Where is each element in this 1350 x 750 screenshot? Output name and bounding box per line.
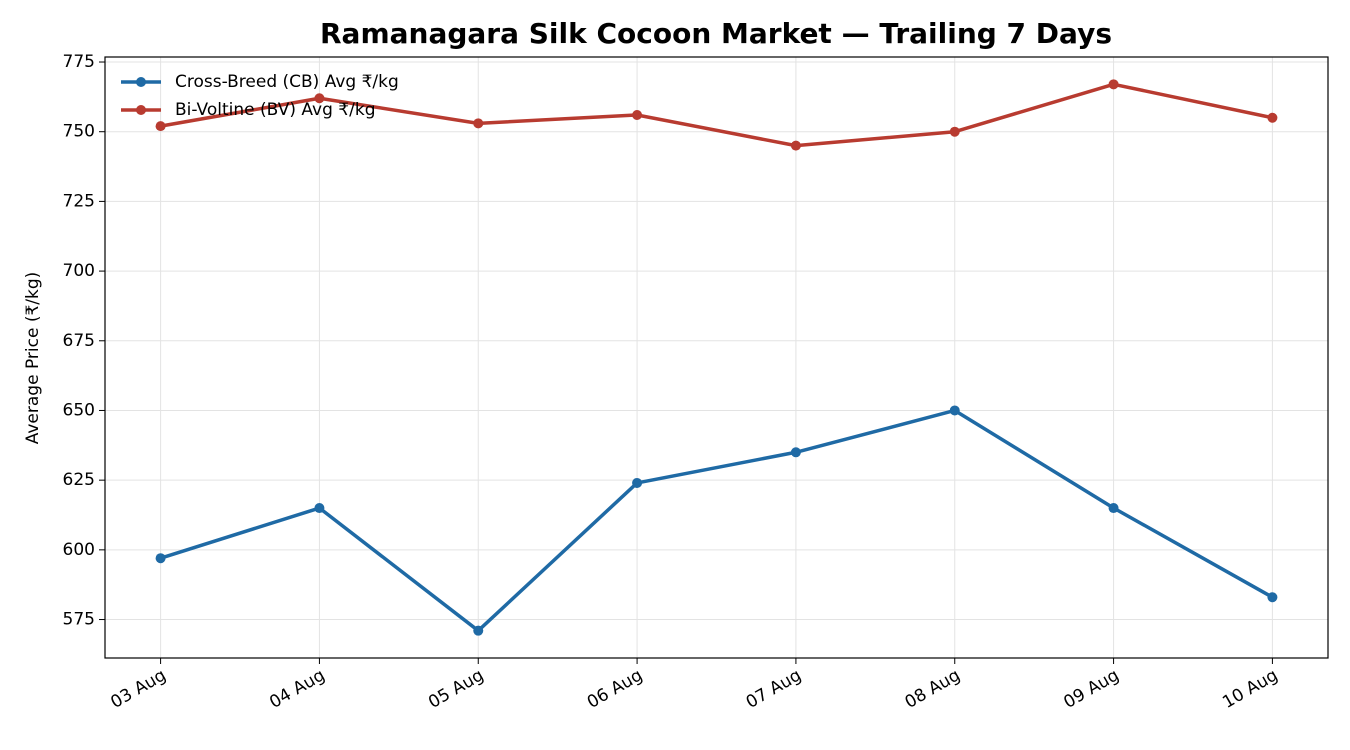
x-tick-label: 05 Aug xyxy=(425,665,487,712)
point xyxy=(949,126,960,137)
y-tick-label: 750 xyxy=(63,122,95,142)
plot-frame xyxy=(104,56,1329,659)
point xyxy=(473,625,484,636)
x-tick-label: 09 Aug xyxy=(1060,665,1122,712)
x-tick-label: 03 Aug xyxy=(107,665,169,712)
y-tick-label: 700 xyxy=(63,261,95,281)
y-tick-label: 650 xyxy=(63,400,95,420)
point xyxy=(155,121,166,132)
point xyxy=(1267,112,1278,123)
point xyxy=(949,405,960,416)
y-tick-label: 725 xyxy=(63,191,95,211)
point xyxy=(632,109,643,120)
legend-label: Bi-Voltine (BV) Avg ₹/kg xyxy=(175,100,376,120)
y-tick-label: 575 xyxy=(63,610,95,630)
legend-label: Cross-Breed (CB) Avg ₹/kg xyxy=(175,72,399,92)
point xyxy=(790,140,801,151)
point xyxy=(473,118,484,129)
y-axis-label: Average Price (₹/kg) xyxy=(23,272,43,445)
legend-marker xyxy=(136,77,146,87)
point xyxy=(790,447,801,458)
series-line xyxy=(160,82,1273,148)
x-tick-label: 10 Aug xyxy=(1219,665,1281,712)
chart-title: Ramanagara Silk Cocoon Market — Trailing… xyxy=(320,17,1112,50)
point xyxy=(632,477,643,488)
y-tick-label: 625 xyxy=(63,470,95,490)
point xyxy=(155,553,166,564)
y-tick-label: 775 xyxy=(63,52,95,72)
x-tick-label: 08 Aug xyxy=(902,665,964,712)
series-line xyxy=(160,408,1274,633)
y-tick-label: 675 xyxy=(63,331,95,351)
point xyxy=(314,503,325,514)
point xyxy=(1267,592,1278,603)
legend-marker xyxy=(136,105,146,115)
x-tick-label: 07 Aug xyxy=(743,665,805,712)
point xyxy=(1108,79,1119,90)
x-tick-label: 06 Aug xyxy=(584,665,646,712)
point xyxy=(1108,503,1119,514)
x-tick-label: 04 Aug xyxy=(266,665,328,712)
y-tick-label: 600 xyxy=(63,540,95,560)
point xyxy=(314,93,325,104)
